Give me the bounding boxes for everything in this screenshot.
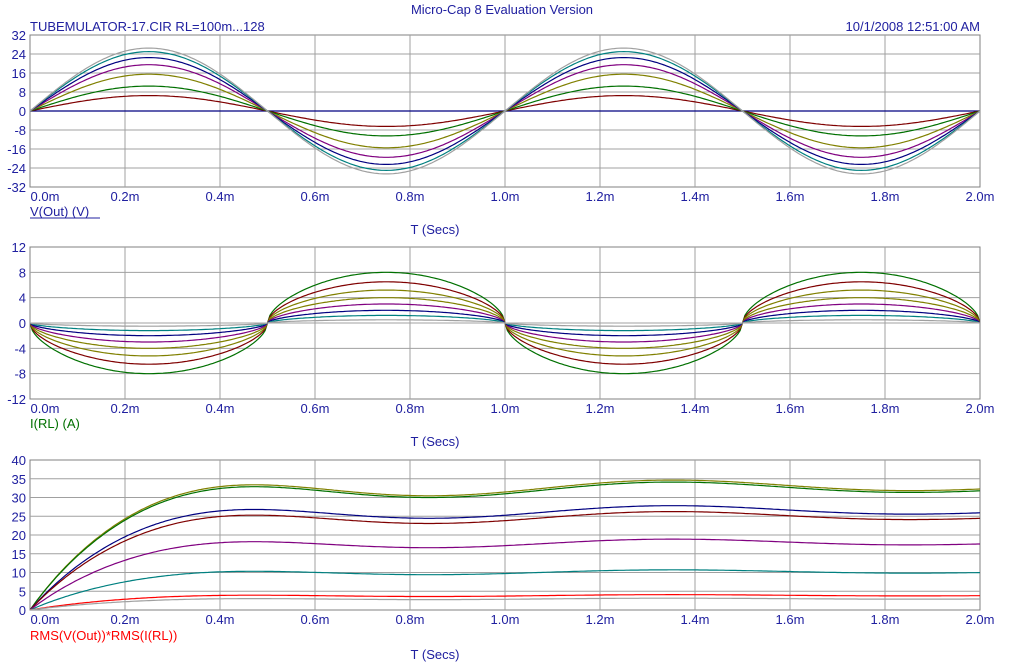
y-tick-label: -24 (7, 161, 26, 176)
y-tick-label: 24 (12, 47, 26, 62)
y-tick-label: 8 (19, 265, 26, 280)
x-tick-label: 0.8m (396, 612, 425, 627)
x-tick-label: 1.6m (776, 401, 805, 416)
y-tick-label: 8 (19, 85, 26, 100)
x-tick-label: 1.8m (871, 612, 900, 627)
x-tick-label: 2.0m (966, 401, 995, 416)
y-tick-label: 0 (19, 316, 26, 331)
x-axis-label: T (Secs) (411, 222, 460, 237)
x-tick-label: 1.2m (586, 401, 615, 416)
x-tick-label: 0.0m (31, 401, 60, 416)
y-tick-label: 30 (12, 491, 26, 506)
y-tick-label: 32 (12, 28, 26, 43)
x-tick-label: 1.2m (586, 612, 615, 627)
x-tick-label: 1.6m (776, 612, 805, 627)
series-line-6 (30, 569, 980, 610)
plot-panel-3: 0.0m 0.2m 0.4m 0.6m 0.8m 1.0m 1.2m 1.4m 1.6m 1.8m… (12, 453, 995, 662)
y-tick-label: -8 (14, 123, 26, 138)
plot-panel-2: 0.0m 0.2m 0.4m 0.6m 0.8m 1.0m 1.2m 1.4m 1.6m 1.8m… (7, 240, 994, 449)
series-line-8 (30, 597, 980, 610)
series-line-7 (30, 593, 980, 610)
y-tick-label: 10 (12, 566, 26, 581)
y-tick-label: 0 (19, 104, 26, 119)
x-tick-label: 1.6m (776, 189, 805, 204)
series-line-3 (30, 505, 980, 610)
y-tick-label: 25 (12, 509, 26, 524)
x-tick-label: 2.0m (966, 189, 995, 204)
x-tick-label: 0.0m (31, 612, 60, 627)
y-tick-label: -32 (7, 180, 26, 195)
x-tick-label: 1.0m (491, 401, 520, 416)
x-tick-label: 1.4m (681, 189, 710, 204)
x-tick-label: 2.0m (966, 612, 995, 627)
x-tick-label: 0.4m (206, 401, 235, 416)
x-tick-label: 1.8m (871, 401, 900, 416)
x-tick-label: 0.0m (31, 189, 60, 204)
series-line-1 (30, 479, 980, 610)
y-tick-label: 35 (12, 472, 26, 487)
x-axis-label: T (Secs) (411, 434, 460, 449)
x-tick-label: 1.0m (491, 612, 520, 627)
series-line-5 (30, 538, 980, 610)
y-tick-label: 0 (19, 603, 26, 618)
series-line-4 (30, 511, 980, 610)
x-tick-label: 0.8m (396, 401, 425, 416)
y-tick-label: -4 (14, 341, 26, 356)
x-tick-label: 0.6m (301, 401, 330, 416)
y-axis-label: I(RL) (A) (30, 416, 80, 431)
y-tick-label: 15 (12, 547, 26, 562)
x-tick-label: 0.4m (206, 189, 235, 204)
x-tick-label: 0.6m (301, 189, 330, 204)
series-line-8 (30, 47, 980, 175)
y-axis-label: V(Out) (V) (30, 204, 89, 219)
x-tick-label: 0.8m (396, 189, 425, 204)
x-tick-label: 0.2m (111, 189, 140, 204)
timestamp: 10/1/2008 12:51:00 AM (846, 19, 980, 34)
y-tick-label: 16 (12, 66, 26, 81)
x-tick-label: 1.4m (681, 401, 710, 416)
x-tick-label: 1.4m (681, 612, 710, 627)
y-tick-label: 12 (12, 240, 26, 255)
plot-panel-1: 0.0m 0.2m 0.4m 0.6m 0.8m 1.0m 1.2m 1.4m 1.6m 1.8m… (7, 28, 994, 237)
x-tick-label: 0.6m (301, 612, 330, 627)
series-line-8 (30, 319, 980, 327)
y-tick-label: 20 (12, 528, 26, 543)
y-tick-label: -8 (14, 367, 26, 382)
y-tick-label: -12 (7, 392, 26, 407)
x-tick-label: 1.0m (491, 189, 520, 204)
y-tick-label: 40 (12, 453, 26, 468)
x-tick-label: 0.4m (206, 612, 235, 627)
y-axis-label: RMS(V(Out))*RMS(I(RL)) (30, 628, 177, 643)
y-tick-label: 4 (19, 291, 26, 306)
x-tick-label: 0.2m (111, 612, 140, 627)
x-tick-label: 1.2m (586, 189, 615, 204)
file-title: TUBEMULATOR-17.CIR RL=100m...128 (30, 19, 265, 34)
x-axis-label: T (Secs) (411, 647, 460, 662)
series-line-2 (30, 481, 980, 610)
y-tick-label: 5 (19, 584, 26, 599)
x-tick-label: 0.2m (111, 401, 140, 416)
y-tick-label: -16 (7, 142, 26, 157)
x-tick-label: 1.8m (871, 189, 900, 204)
app-title: Micro-Cap 8 Evaluation Version (411, 2, 593, 17)
